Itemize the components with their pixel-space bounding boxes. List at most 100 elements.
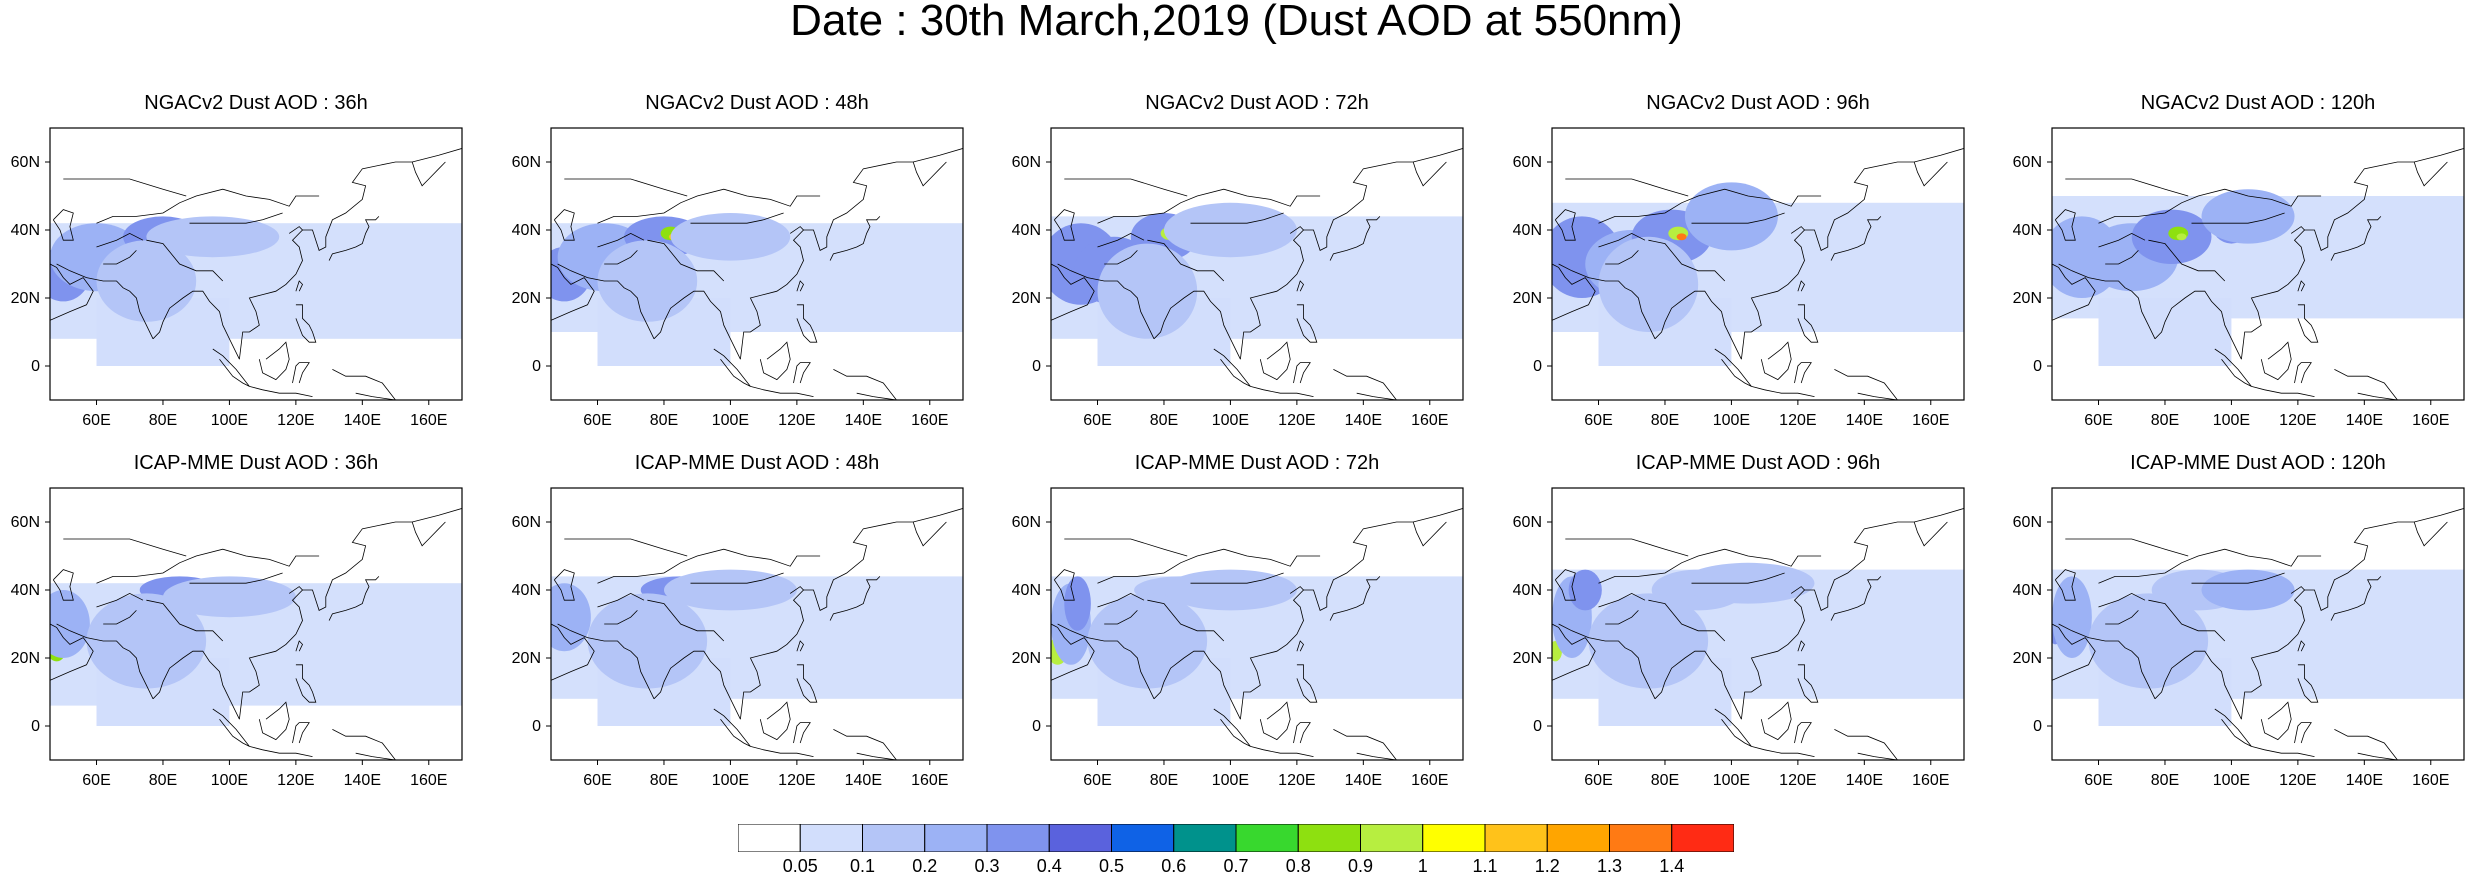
coastline	[2191, 572, 2285, 584]
lat-tick-label: 0	[532, 718, 541, 735]
aod-field	[2052, 148, 2464, 400]
lat-tick-label: 40N	[2013, 582, 2042, 599]
coastline	[803, 148, 963, 251]
coastline	[2098, 548, 2322, 584]
lon-tick-label: 160E	[1912, 412, 1949, 429]
lon-tick-label: 80E	[2151, 772, 2179, 789]
colorbar-tick-label: 0.7	[1223, 856, 1249, 876]
aod-field	[551, 148, 963, 400]
coastline	[653, 650, 741, 720]
lon-tick-label: 120E	[778, 772, 815, 789]
panel-title: ICAP-MME Dust AOD : 96h	[1635, 452, 1881, 474]
coastline	[553, 209, 575, 241]
aod-blob	[1676, 233, 1687, 241]
lon-tick-label: 160E	[2412, 412, 2449, 429]
lon-tick-label: 80E	[650, 772, 678, 789]
coastline	[411, 521, 446, 547]
coastline	[1097, 188, 1321, 224]
coastline	[2065, 178, 2189, 197]
lon-tick-label: 100E	[1713, 412, 1750, 429]
colorbar-tick-label: 0.8	[1285, 856, 1311, 876]
coastline	[292, 722, 310, 744]
coastline	[1648, 599, 1726, 642]
panel-title: NGACv2 Dust AOD : 36h	[144, 92, 368, 114]
coastline	[1654, 650, 1742, 720]
lon-tick-label: 120E	[2279, 772, 2316, 789]
panel-title: ICAP-MME Dust AOD : 120h	[2130, 452, 2386, 474]
lat-tick-label: 40N	[11, 222, 40, 239]
lon-tick-label: 60E	[1584, 772, 1612, 789]
coastline	[1804, 508, 1964, 611]
coastline	[1296, 664, 1318, 703]
lon-tick-label: 60E	[2084, 412, 2112, 429]
lat-tick-label: 20N	[1012, 290, 1041, 307]
coastline	[912, 521, 947, 547]
coastline	[96, 592, 144, 608]
coastline	[1797, 664, 1819, 703]
coastline	[96, 232, 144, 248]
aod-blob	[162, 576, 296, 618]
colorbar-swatch	[1235, 823, 1299, 853]
aod-blob	[1163, 569, 1297, 611]
coastline	[146, 239, 224, 282]
coastline	[1097, 548, 1321, 584]
coastline	[1554, 569, 1576, 601]
coastline	[328, 576, 380, 621]
coastline	[189, 212, 283, 224]
coastline	[1097, 232, 1145, 248]
lat-tick-label: 20N	[512, 290, 541, 307]
coastline	[551, 623, 595, 681]
coastline	[1147, 239, 1225, 282]
lon-tick-label: 120E	[277, 412, 314, 429]
coastline	[1648, 239, 1726, 282]
lon-tick-label: 140E	[1345, 772, 1382, 789]
coastline	[1250, 386, 1314, 397]
colorbar-tick-label: 0.4	[1036, 856, 1062, 876]
coastline	[295, 640, 303, 652]
coastline	[1296, 304, 1318, 343]
coastline	[1190, 212, 1284, 224]
colorbar-tick-label: 0.5	[1098, 856, 1125, 876]
coastline	[2098, 232, 2146, 248]
lon-tick-label: 160E	[911, 772, 948, 789]
lon-tick-label: 100E	[1212, 772, 1249, 789]
lon-tick-label: 80E	[1651, 772, 1679, 789]
coastline	[2334, 369, 2399, 400]
lon-tick-label: 100E	[211, 412, 248, 429]
map-panel: 60E 80E 100E 120E 140E 160E 60N 40N 20N 0	[1513, 127, 1965, 429]
coastline	[1830, 576, 1882, 621]
dust-aod-map: 60E 80E 100E 120E 140E 160E 60N 40N 20N 0	[1513, 127, 1965, 429]
map-frame	[49, 127, 463, 401]
coastline	[1558, 623, 1656, 699]
aod-blob	[1588, 593, 1709, 689]
coastline	[1913, 521, 1948, 547]
coastline	[63, 538, 187, 557]
coastline	[103, 610, 137, 625]
aod-blob	[1598, 236, 1699, 332]
lat-tick-label: 20N	[512, 650, 541, 667]
coastline	[750, 386, 814, 397]
coastline	[564, 178, 688, 197]
lat-tick-label: 60N	[11, 514, 40, 531]
lon-tick-label: 60E	[1083, 772, 1111, 789]
coastline	[63, 178, 187, 197]
aod-blob	[670, 213, 791, 261]
coastline	[597, 592, 645, 608]
coastline	[332, 729, 397, 760]
coastline	[56, 263, 154, 339]
colorbar-swatch	[1422, 823, 1486, 853]
coastline	[2413, 521, 2448, 547]
coastline	[332, 369, 397, 400]
coastline	[1794, 722, 1812, 744]
coastline	[2148, 239, 2226, 282]
coastline	[2251, 746, 2315, 757]
coastline	[690, 212, 784, 224]
aod-field	[551, 508, 963, 760]
lat-tick-label: 40N	[11, 582, 40, 599]
lon-tick-label: 140E	[1345, 412, 1382, 429]
map-panel: 60E 80E 100E 120E 140E 160E 60N 40N 20N 0	[2013, 487, 2465, 789]
lat-tick-label: 0	[2033, 718, 2042, 735]
aod-field	[1552, 508, 1964, 760]
coastline	[2098, 592, 2146, 608]
coastline	[1797, 280, 1805, 292]
